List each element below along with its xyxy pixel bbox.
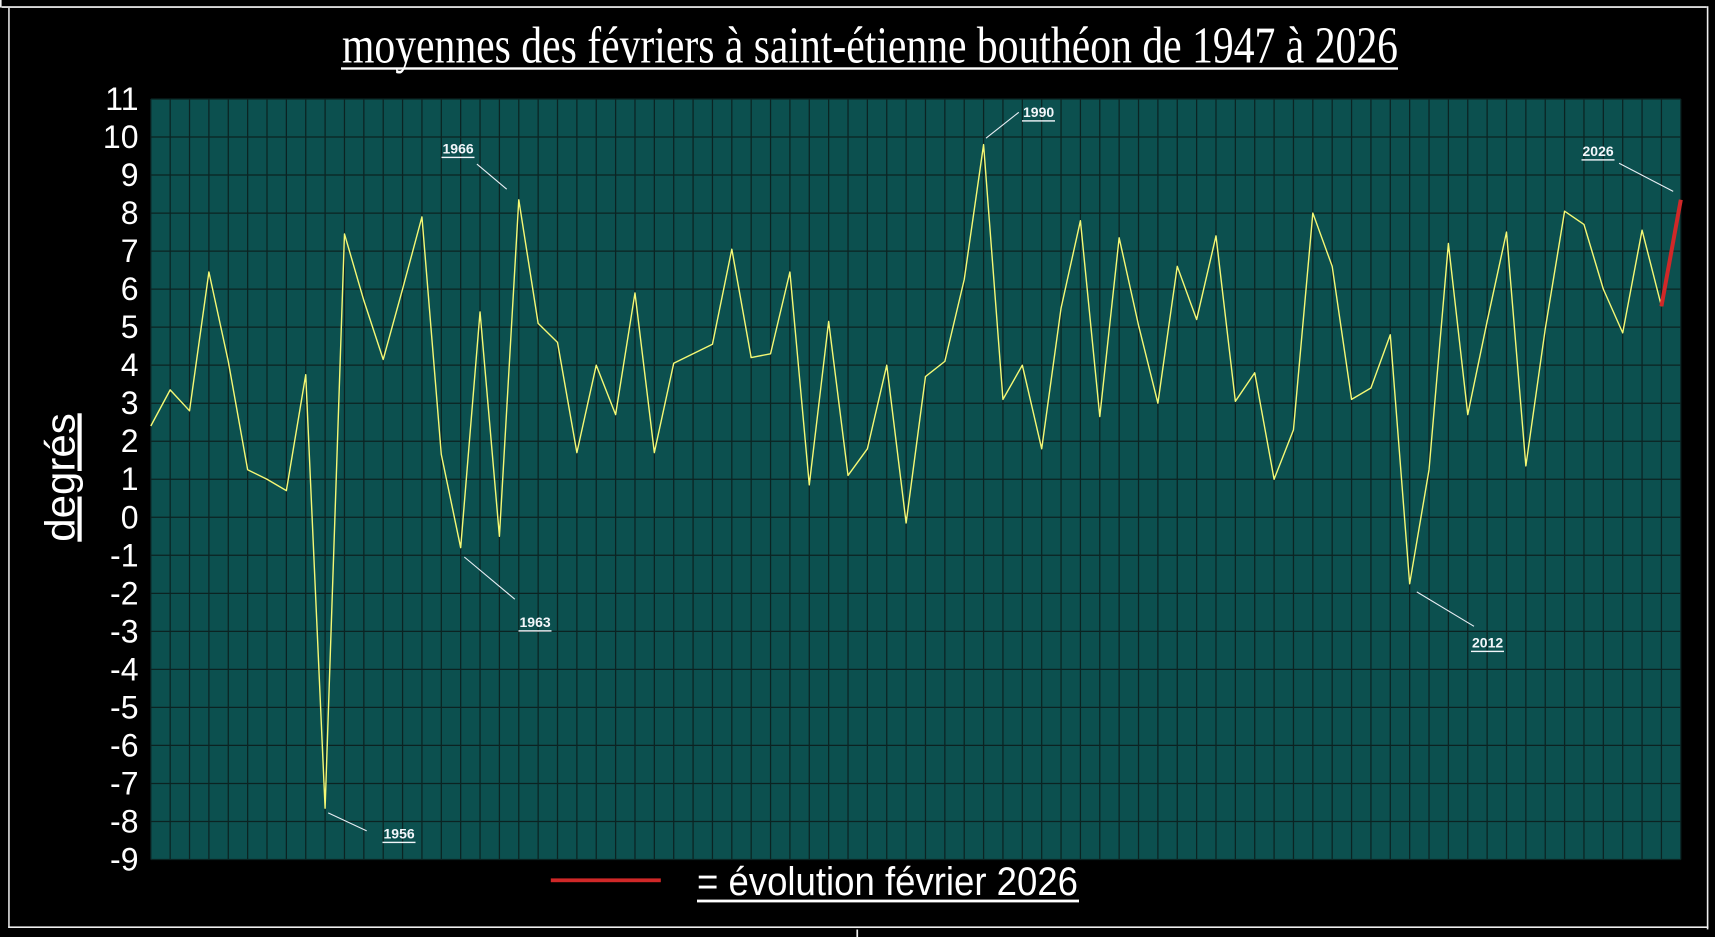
svg-text:-3: -3 xyxy=(110,613,138,649)
svg-text:1966: 1966 xyxy=(443,141,474,157)
svg-text:0: 0 xyxy=(121,499,139,535)
svg-text:-9: -9 xyxy=(110,842,138,878)
svg-text:-8: -8 xyxy=(110,804,138,840)
svg-text:2012: 2012 xyxy=(1472,635,1503,651)
svg-text:-7: -7 xyxy=(110,765,138,801)
svg-text:degrés: degrés xyxy=(37,413,84,541)
svg-text:11: 11 xyxy=(105,81,138,117)
svg-text:-6: -6 xyxy=(110,727,138,763)
svg-text:1: 1 xyxy=(121,461,139,497)
svg-text:moyennes des févriers à saint-: moyennes des févriers à saint-étienne bo… xyxy=(342,18,1398,75)
svg-text:4: 4 xyxy=(121,347,139,383)
svg-text:1956: 1956 xyxy=(384,826,415,842)
svg-text:2: 2 xyxy=(121,423,139,459)
svg-text:9: 9 xyxy=(121,157,139,193)
svg-text:10: 10 xyxy=(103,119,139,155)
svg-text:= évolution février 2026: = évolution février 2026 xyxy=(697,860,1078,904)
svg-text:7: 7 xyxy=(121,233,139,269)
svg-text:8: 8 xyxy=(121,195,139,231)
svg-text:-1: -1 xyxy=(110,537,138,573)
svg-text:5: 5 xyxy=(121,309,139,345)
svg-text:6: 6 xyxy=(121,271,139,307)
svg-text:-5: -5 xyxy=(110,689,138,725)
svg-text:3: 3 xyxy=(121,385,139,421)
svg-text:1963: 1963 xyxy=(520,614,551,630)
svg-text:-2: -2 xyxy=(110,575,138,611)
svg-text:-4: -4 xyxy=(110,651,138,687)
svg-text:2026: 2026 xyxy=(1583,143,1614,159)
svg-text:1990: 1990 xyxy=(1023,104,1054,120)
